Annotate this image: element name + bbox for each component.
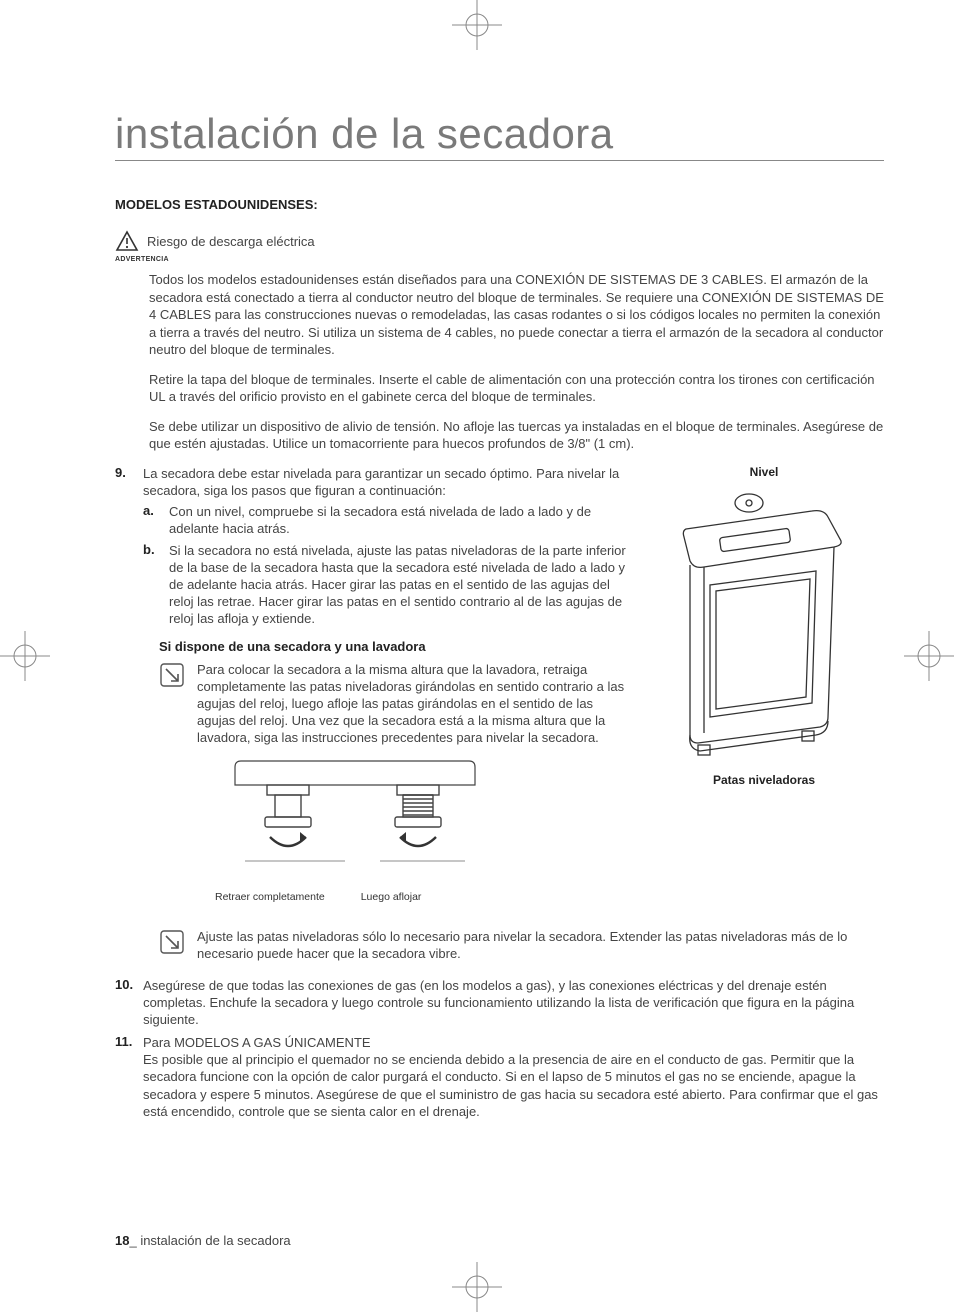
warning-triangle-icon	[115, 230, 139, 252]
sub-heading-pair: Si dispone de una secadora y una lavador…	[159, 639, 628, 654]
paragraph-3: Se debe utilizar un dispositivo de alivi…	[149, 418, 884, 453]
item-number-9: 9.	[115, 465, 133, 499]
sub-item-a: a. Con un nivel, compruebe si la secador…	[143, 503, 628, 537]
list-item-11: 11. Para MODELOS A GAS ÚNICAMENTE Es pos…	[115, 1034, 884, 1120]
leveling-feet-diagram: Retraer completamente Luego aflojar	[215, 757, 628, 903]
item-number-10: 10.	[115, 977, 133, 1028]
crop-mark-bottom	[452, 1262, 502, 1312]
item-number-11: 11.	[115, 1034, 133, 1120]
dryer-diagram-column: Nivel	[644, 465, 884, 787]
sub-letter-a: a.	[143, 503, 159, 537]
dryer-illustration	[644, 485, 864, 765]
paragraph-2: Retire la tapa del bloque de terminales.…	[149, 371, 884, 406]
warning-row: Riesgo de descarga eléctrica	[115, 230, 884, 252]
list-item-10: 10. Asegúrese de que todas las conexione…	[115, 977, 884, 1028]
section-heading: MODELOS ESTADOUNIDENSES:	[115, 197, 884, 212]
sub-b-text: Si la secadora no está nivelada, ajuste …	[169, 542, 628, 628]
loosen-label: Luego aflojar	[361, 891, 422, 903]
sub-a-text: Con un nivel, compruebe si la secadora e…	[169, 503, 628, 537]
retract-label: Retraer completamente	[215, 891, 325, 903]
paragraph-1: Todos los modelos estadounidenses están …	[149, 271, 884, 359]
item-11-lead: Para MODELOS A GAS ÚNICAMENTE	[143, 1035, 371, 1050]
list-item-9: 9. La secadora debe estar nivelada para …	[115, 465, 628, 499]
warning-label: ADVERTENCIA	[115, 256, 884, 263]
warning-text: Riesgo de descarga eléctrica	[147, 234, 315, 249]
note-icon	[159, 662, 185, 746]
item-11-body: Para MODELOS A GAS ÚNICAMENTE Es posible…	[143, 1034, 884, 1120]
item-11-text: Es posible que al principio el quemador …	[143, 1052, 878, 1118]
intro-paragraphs: Todos los modelos estadounidenses están …	[149, 271, 884, 453]
page-title: instalación de la secadora	[115, 110, 884, 158]
nivel-label: Nivel	[644, 465, 884, 479]
patas-label: Patas niveladoras	[644, 773, 884, 787]
footer-text: instalación de la secadora	[137, 1233, 291, 1248]
sub-letter-b: b.	[143, 542, 159, 628]
title-rule: instalación de la secadora	[115, 110, 884, 161]
footer-sep: _	[129, 1233, 136, 1248]
note-row-2: Ajuste las patas niveladoras sólo lo nec…	[159, 929, 884, 963]
item-9-lead: La secadora debe estar nivelada para gar…	[143, 465, 628, 499]
item-10-text: Asegúrese de que todas las conexiones de…	[143, 977, 884, 1028]
step-9-block: 9. La secadora debe estar nivelada para …	[115, 465, 884, 919]
page-content: instalación de la secadora MODELOS ESTAD…	[0, 0, 954, 1182]
note-1-text: Para colocar la secadora a la misma altu…	[197, 662, 628, 746]
page-number: 18	[115, 1233, 129, 1248]
note-row-1: Para colocar la secadora a la misma altu…	[159, 662, 628, 746]
note-2-text: Ajuste las patas niveladoras sólo lo nec…	[197, 929, 884, 963]
note-icon	[159, 929, 185, 963]
page-footer: 18_ instalación de la secadora	[115, 1233, 291, 1248]
sub-item-b: b. Si la secadora no está nivelada, ajus…	[143, 542, 628, 628]
